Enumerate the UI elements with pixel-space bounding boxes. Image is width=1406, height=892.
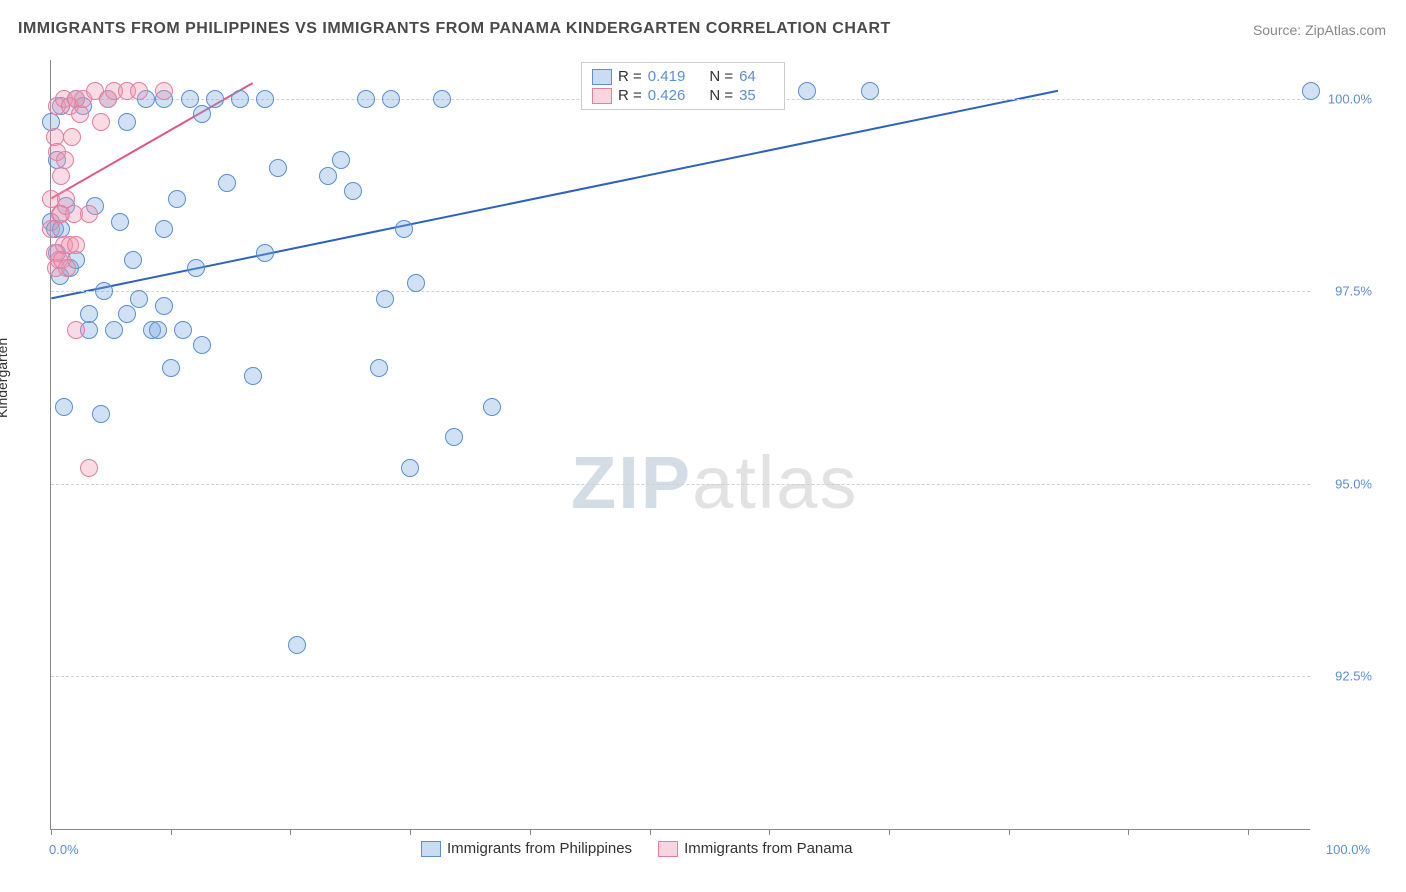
point-philippines <box>80 305 98 323</box>
y-tick-label: 92.5% <box>1335 669 1372 684</box>
point-philippines <box>1302 82 1320 100</box>
point-philippines <box>288 636 306 654</box>
point-philippines <box>407 274 425 292</box>
point-philippines <box>193 105 211 123</box>
point-philippines <box>181 90 199 108</box>
point-philippines <box>395 220 413 238</box>
point-philippines <box>256 244 274 262</box>
point-philippines <box>244 367 262 385</box>
point-philippines <box>357 90 375 108</box>
source-label: Source: ZipAtlas.com <box>1253 22 1386 38</box>
correlation-legend: R = 0.419N = 64R = 0.426N = 35 <box>581 62 785 110</box>
y-tick-label: 100.0% <box>1328 91 1372 106</box>
point-panama <box>67 236 85 254</box>
point-philippines <box>130 290 148 308</box>
x-tick-max: 100.0% <box>1326 842 1370 857</box>
x-tick <box>889 829 890 835</box>
point-philippines <box>155 220 173 238</box>
point-philippines <box>382 90 400 108</box>
point-philippines <box>344 182 362 200</box>
gridline <box>51 676 1310 677</box>
point-panama <box>80 459 98 477</box>
x-tick <box>530 829 531 835</box>
y-tick-label: 97.5% <box>1335 284 1372 299</box>
point-panama <box>71 105 89 123</box>
point-philippines <box>162 359 180 377</box>
series-legend: Immigrants from Philippines Immigrants fr… <box>421 840 872 857</box>
plot-area: ZIPatlas R = 0.419N = 64R = 0.426N = 35 … <box>50 60 1310 830</box>
legend-row: R = 0.426N = 35 <box>592 86 774 105</box>
legend-row: R = 0.419N = 64 <box>592 67 774 86</box>
point-philippines <box>168 190 186 208</box>
point-panama <box>67 321 85 339</box>
point-philippines <box>118 113 136 131</box>
point-panama <box>56 151 74 169</box>
point-philippines <box>332 151 350 169</box>
point-philippines <box>149 321 167 339</box>
point-philippines <box>187 259 205 277</box>
series-label: Immigrants from Philippines <box>447 840 632 857</box>
point-philippines <box>231 90 249 108</box>
x-tick <box>1128 829 1129 835</box>
point-philippines <box>798 82 816 100</box>
gridline <box>51 484 1310 485</box>
x-tick <box>650 829 651 835</box>
point-philippines <box>92 405 110 423</box>
y-axis-label: Kindergarten <box>0 338 10 418</box>
point-philippines <box>105 321 123 339</box>
point-panama <box>58 259 76 277</box>
point-philippines <box>433 90 451 108</box>
point-philippines <box>269 159 287 177</box>
legend-swatch <box>592 69 612 85</box>
point-panama <box>155 82 173 100</box>
legend-swatch <box>421 841 441 857</box>
point-philippines <box>55 398 73 416</box>
x-tick <box>769 829 770 835</box>
point-panama <box>130 82 148 100</box>
point-philippines <box>155 297 173 315</box>
gridline <box>51 291 1310 292</box>
point-philippines <box>370 359 388 377</box>
x-tick <box>290 829 291 835</box>
point-philippines <box>376 290 394 308</box>
x-tick <box>1248 829 1249 835</box>
point-philippines <box>445 428 463 446</box>
point-philippines <box>206 90 224 108</box>
point-panama <box>52 167 70 185</box>
point-panama <box>80 205 98 223</box>
chart-container: IMMIGRANTS FROM PHILIPPINES VS IMMIGRANT… <box>0 0 1406 892</box>
legend-swatch <box>658 841 678 857</box>
point-philippines <box>124 251 142 269</box>
x-tick <box>171 829 172 835</box>
chart-title: IMMIGRANTS FROM PHILIPPINES VS IMMIGRANT… <box>18 20 891 38</box>
point-philippines <box>118 305 136 323</box>
point-panama <box>42 220 60 238</box>
point-philippines <box>319 167 337 185</box>
point-philippines <box>218 174 236 192</box>
point-panama <box>92 113 110 131</box>
point-philippines <box>401 459 419 477</box>
point-philippines <box>111 213 129 231</box>
x-tick <box>51 829 52 835</box>
point-philippines <box>193 336 211 354</box>
series-label: Immigrants from Panama <box>684 840 852 857</box>
point-philippines <box>95 282 113 300</box>
x-tick <box>1009 829 1010 835</box>
point-philippines <box>483 398 501 416</box>
y-tick-label: 95.0% <box>1335 476 1372 491</box>
point-philippines <box>256 90 274 108</box>
legend-swatch <box>592 88 612 104</box>
point-panama <box>63 128 81 146</box>
watermark: ZIPatlas <box>571 440 858 525</box>
point-philippines <box>174 321 192 339</box>
x-tick-min: 0.0% <box>49 842 79 857</box>
point-philippines <box>861 82 879 100</box>
x-tick <box>410 829 411 835</box>
